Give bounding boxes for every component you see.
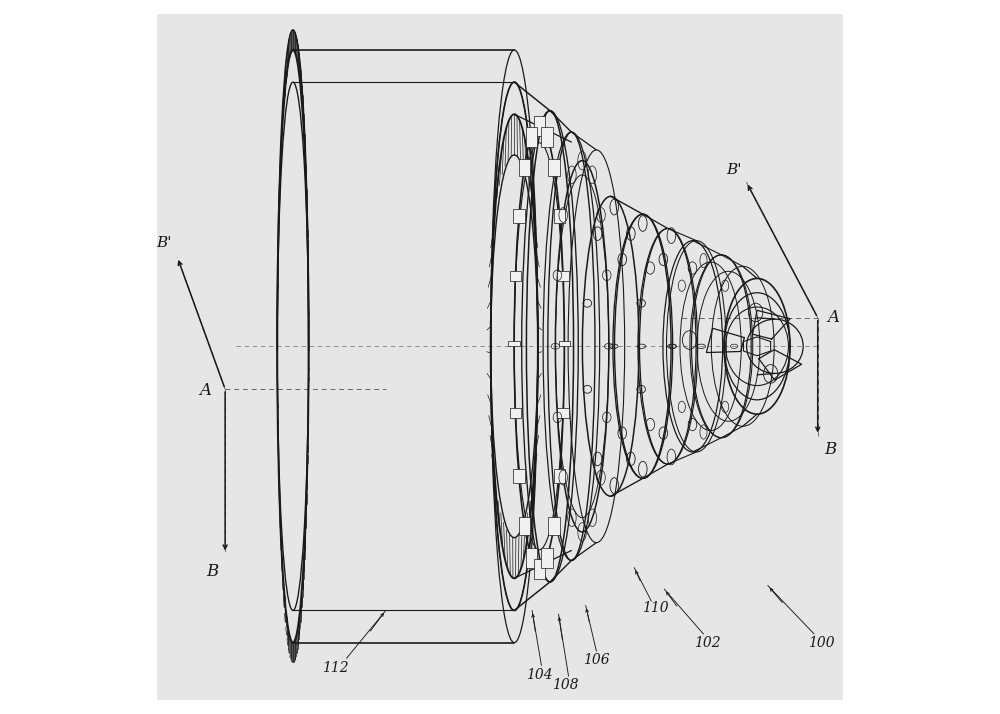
Bar bbox=[554, 208, 565, 223]
Text: B: B bbox=[206, 563, 218, 580]
Bar bbox=[541, 127, 553, 146]
Text: 110: 110 bbox=[642, 601, 669, 615]
Text: 106: 106 bbox=[583, 653, 610, 668]
Bar bbox=[510, 408, 521, 418]
Text: 104: 104 bbox=[526, 668, 553, 682]
Text: A: A bbox=[199, 382, 211, 399]
Text: 100: 100 bbox=[808, 635, 835, 650]
Text: 112: 112 bbox=[322, 660, 349, 675]
Bar bbox=[534, 116, 545, 136]
Bar bbox=[513, 208, 525, 223]
Bar bbox=[557, 408, 569, 418]
Bar bbox=[554, 469, 565, 483]
Bar bbox=[548, 159, 560, 176]
Bar bbox=[526, 127, 537, 146]
Text: A: A bbox=[827, 309, 839, 326]
Bar bbox=[526, 548, 537, 568]
Bar bbox=[557, 271, 569, 281]
Bar bbox=[510, 271, 521, 281]
Bar bbox=[541, 548, 553, 568]
Bar bbox=[508, 341, 520, 346]
Bar bbox=[519, 159, 530, 176]
Bar bbox=[548, 518, 560, 535]
Text: B': B' bbox=[157, 236, 172, 250]
Bar bbox=[534, 559, 545, 579]
Text: 102: 102 bbox=[694, 635, 720, 650]
Bar bbox=[519, 518, 530, 535]
Text: B': B' bbox=[726, 163, 742, 177]
Bar bbox=[559, 341, 570, 346]
Bar bbox=[513, 469, 525, 483]
Text: 108: 108 bbox=[552, 678, 579, 693]
Text: B: B bbox=[824, 441, 837, 458]
